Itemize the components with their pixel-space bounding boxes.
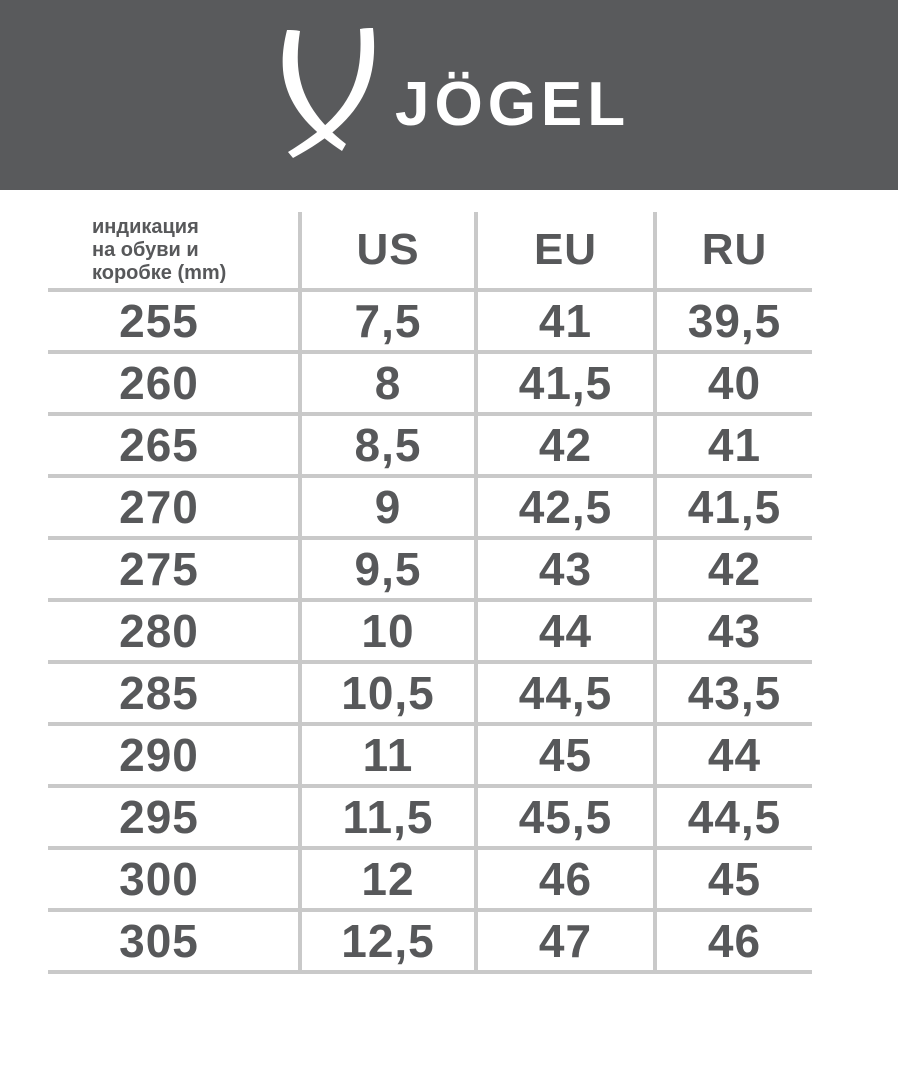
eu-cell: 42 bbox=[474, 416, 653, 474]
eu-cell: 43 bbox=[474, 540, 653, 598]
table-row: 300 12 46 45 bbox=[48, 850, 812, 912]
mm-cell: 270 bbox=[119, 481, 199, 533]
ru-column-header: RU bbox=[653, 212, 812, 288]
mm-cell: 265 bbox=[119, 419, 199, 471]
table-header-row: индикация на обуви и коробке (mm) US EU … bbox=[48, 212, 812, 292]
mm-header-line: коробке (mm) bbox=[92, 261, 227, 284]
table-row: 265 8,5 42 41 bbox=[48, 416, 812, 478]
ru-cell: 43,5 bbox=[653, 664, 812, 722]
eu-cell: 47 bbox=[474, 912, 653, 970]
eu-cell: 44,5 bbox=[474, 664, 653, 722]
eu-cell: 41,5 bbox=[474, 354, 653, 412]
mm-cell: 300 bbox=[119, 853, 199, 905]
table-row: 260 8 41,5 40 bbox=[48, 354, 812, 416]
mm-cell: 255 bbox=[119, 295, 199, 347]
us-cell: 8,5 bbox=[298, 416, 474, 474]
ru-cell: 41 bbox=[653, 416, 812, 474]
us-cell: 12,5 bbox=[298, 912, 474, 970]
mm-header-line: на обуви и bbox=[92, 238, 199, 261]
size-conversion-table: индикация на обуви и коробке (mm) US EU … bbox=[48, 212, 812, 974]
us-cell: 9,5 bbox=[298, 540, 474, 598]
table-row: 295 11,5 45,5 44,5 bbox=[48, 788, 812, 850]
us-cell: 10 bbox=[298, 602, 474, 660]
jogel-wordmark: JÖGEL bbox=[395, 70, 630, 139]
us-cell: 12 bbox=[298, 850, 474, 908]
mm-cell: 285 bbox=[119, 667, 199, 719]
eu-cell: 41 bbox=[474, 292, 653, 350]
us-cell: 8 bbox=[298, 354, 474, 412]
eu-cell: 45,5 bbox=[474, 788, 653, 846]
mm-cell: 290 bbox=[119, 729, 199, 781]
us-cell: 7,5 bbox=[298, 292, 474, 350]
eu-cell: 46 bbox=[474, 850, 653, 908]
ru-cell: 43 bbox=[653, 602, 812, 660]
us-cell: 11,5 bbox=[298, 788, 474, 846]
table-row: 270 9 42,5 41,5 bbox=[48, 478, 812, 540]
table-row: 285 10,5 44,5 43,5 bbox=[48, 664, 812, 726]
jogel-v-mark-icon bbox=[282, 28, 375, 158]
mm-cell: 295 bbox=[119, 791, 199, 843]
us-cell: 10,5 bbox=[298, 664, 474, 722]
mm-cell: 260 bbox=[119, 357, 199, 409]
table-row: 290 11 45 44 bbox=[48, 726, 812, 788]
us-cell: 11 bbox=[298, 726, 474, 784]
table-row: 255 7,5 41 39,5 bbox=[48, 292, 812, 354]
table-row: 280 10 44 43 bbox=[48, 602, 812, 664]
mm-cell: 280 bbox=[119, 605, 199, 657]
ru-cell: 44 bbox=[653, 726, 812, 784]
table-row: 305 12,5 47 46 bbox=[48, 912, 812, 974]
ru-cell: 44,5 bbox=[653, 788, 812, 846]
mm-header-line: индикация bbox=[92, 215, 199, 238]
ru-cell: 39,5 bbox=[653, 292, 812, 350]
eu-column-header: EU bbox=[474, 212, 653, 288]
eu-cell: 45 bbox=[474, 726, 653, 784]
eu-cell: 44 bbox=[474, 602, 653, 660]
ru-cell: 42 bbox=[653, 540, 812, 598]
ru-cell: 40 bbox=[653, 354, 812, 412]
us-column-header: US bbox=[298, 212, 474, 288]
ru-cell: 45 bbox=[653, 850, 812, 908]
eu-cell: 42,5 bbox=[474, 478, 653, 536]
mm-column-header: индикация на обуви и коробке (mm) bbox=[48, 212, 298, 288]
table-row: 275 9,5 43 42 bbox=[48, 540, 812, 602]
brand-header: JÖGEL bbox=[0, 0, 898, 190]
us-cell: 9 bbox=[298, 478, 474, 536]
jogel-logo: JÖGEL bbox=[282, 28, 630, 158]
mm-cell: 305 bbox=[119, 915, 199, 967]
mm-cell: 275 bbox=[119, 543, 199, 595]
ru-cell: 41,5 bbox=[653, 478, 812, 536]
ru-cell: 46 bbox=[653, 912, 812, 970]
